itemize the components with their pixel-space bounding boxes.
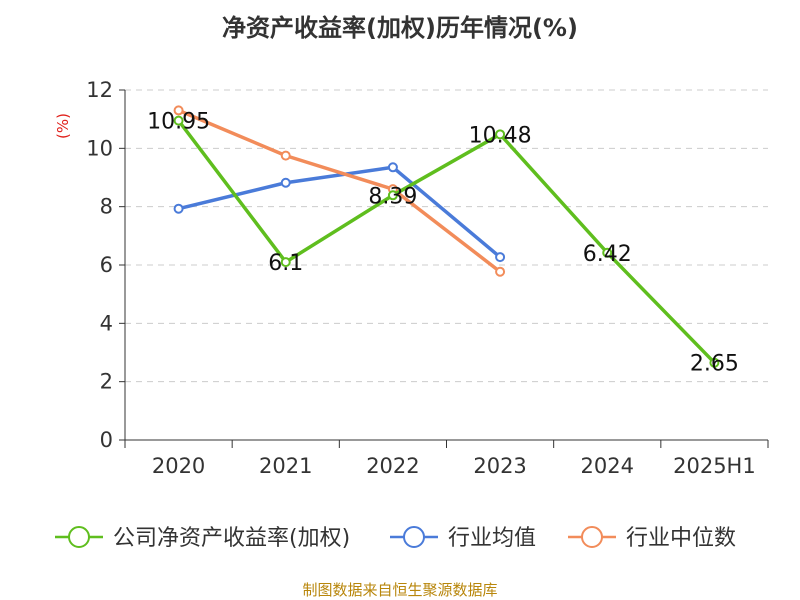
data-label: 10.48 — [469, 123, 532, 148]
data-labels: 10.95 6.1 8.39 10.48 6.42 2.65 — [147, 110, 739, 377]
source-note: 制图数据来自恒生聚源数据库 — [302, 581, 497, 599]
x-tick-label: 2024 — [581, 454, 634, 478]
y-tick-label: 8 — [100, 195, 113, 219]
data-point — [280, 257, 291, 268]
series-line-2 — [177, 108, 502, 274]
x-tick-label: 2023 — [473, 454, 526, 478]
legend-circle-icon — [581, 526, 603, 548]
legend-item-2[interactable]: 行业中位数 — [568, 526, 736, 551]
data-point — [602, 247, 613, 258]
chart-title: 净资产收益率(加权)历年情况(%) — [222, 14, 578, 42]
legend-item-1[interactable]: 行业均值 — [390, 526, 536, 551]
x-tick-label: 2021 — [259, 454, 312, 478]
data-label: 10.95 — [147, 110, 210, 135]
legend-label: 公司净资产收益率(加权) — [113, 526, 350, 551]
data-point — [387, 190, 398, 201]
y-tick-label: 10 — [86, 136, 113, 160]
data-label: 6.42 — [583, 242, 632, 267]
y-tick-label: 0 — [100, 428, 113, 452]
legend-label: 行业均值 — [448, 526, 536, 551]
x-tick-label: 2022 — [366, 454, 419, 478]
series-line-0 — [177, 119, 716, 364]
data-point — [387, 162, 398, 173]
x-tick-label: 2020 — [152, 454, 205, 478]
data-point — [173, 203, 184, 214]
y-tick-label: 12 — [86, 78, 113, 102]
data-point — [495, 129, 506, 140]
data-label: 2.65 — [690, 352, 739, 377]
data-point — [173, 105, 184, 116]
data-point — [173, 115, 184, 126]
x-tick-label: 2025H1 — [673, 454, 756, 478]
legend-circle-icon — [68, 526, 90, 548]
data-point — [280, 177, 291, 188]
data-point — [709, 357, 720, 368]
axes: 0 2 4 6 8 10 12 2020 2021 2022 2023 2024 2025H1 — [86, 78, 769, 478]
data-point — [495, 252, 506, 263]
data-point — [495, 266, 506, 277]
y-tick-label: 6 — [100, 253, 113, 277]
y-axis-label: (%) — [54, 113, 72, 139]
data-label: 8.39 — [368, 184, 417, 209]
y-tick-label: 2 — [100, 370, 113, 394]
data-point — [280, 150, 291, 161]
legend-label: 行业中位数 — [626, 526, 736, 551]
legend-circle-icon — [403, 526, 425, 548]
grid-lines — [125, 89, 768, 383]
y-tick-label: 4 — [100, 311, 113, 335]
legend-item-0[interactable]: 公司净资产收益率(加权) — [55, 526, 350, 551]
data-label: 6.1 — [268, 251, 303, 276]
series-group — [173, 105, 720, 368]
series-line-1 — [178, 165, 502, 259]
legend[interactable]: 公司净资产收益率(加权) 行业均值 行业中位数 — [55, 526, 736, 551]
